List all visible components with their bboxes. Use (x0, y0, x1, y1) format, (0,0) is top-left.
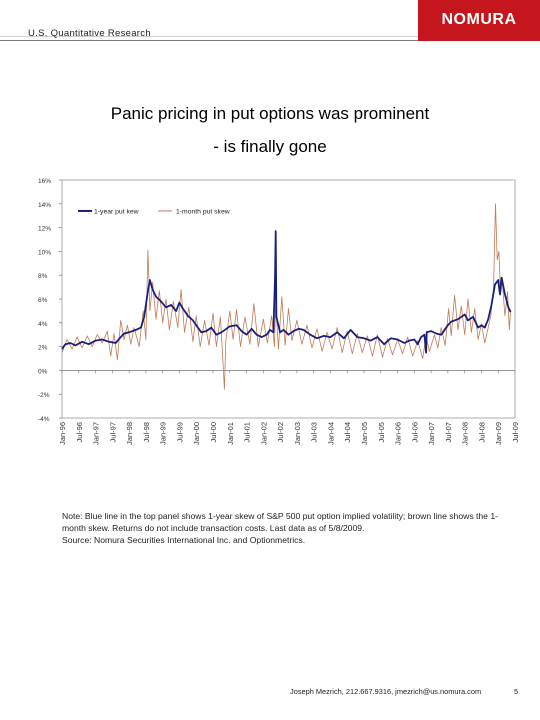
x-tick-label: Jan-08 (461, 422, 470, 445)
section-label: U.S. Quantitative Research (28, 28, 151, 39)
x-tick-label: Jul-96 (75, 422, 84, 442)
x-tick-label: Jan-02 (259, 422, 268, 445)
skew-line-chart: -4% -2% 0% 2% 4% 6% 8% 10% 12% 14% 16% Jan-96 Jul-96… (38, 178, 520, 445)
x-tick-label: Jul-02 (276, 422, 285, 442)
page-number: 5 (514, 687, 519, 696)
legend-label-1y: 1-year put kew (94, 208, 139, 215)
x-tick-label: Jul-06 (410, 422, 419, 442)
plot-frame (61, 179, 516, 419)
x-tick-label: Jan-07 (427, 422, 436, 445)
x-tick-label: Jan-97 (92, 422, 101, 445)
x-tick-label: Jan-04 (326, 422, 335, 445)
y-tick-label: 6% (38, 297, 48, 304)
x-tick-label: Jan-05 (360, 422, 369, 445)
x-tick-label: Jul-01 (243, 422, 252, 442)
y-tick-label: 8% (38, 273, 48, 280)
page-title-line1: Panic pricing in put options was promine… (110, 104, 430, 123)
x-tick-label: Jan-03 (293, 422, 302, 445)
x-tick-label: Jul-09 (511, 422, 520, 442)
series-line-1y-skew (61, 230, 512, 354)
nomura-logo: NOMURA (418, 0, 540, 41)
y-tick-label: 12% (38, 226, 51, 233)
x-tick-label: Jan-98 (125, 422, 134, 445)
footer-contact: Joseph Mezrich, 212.667.9316, jmezrich@u… (290, 687, 482, 696)
y-tick-label: 4% (38, 321, 48, 328)
x-tick-label: Jan-00 (192, 422, 201, 445)
x-tick-label: Jul-04 (343, 422, 352, 442)
x-tick-label: Jul-05 (377, 422, 386, 442)
x-tick-label: Jul-98 (142, 422, 151, 442)
y-tick-label: 14% (38, 202, 51, 209)
header-divider-inner (0, 36, 418, 37)
x-tick-label: Jan-06 (394, 422, 403, 445)
y-tick-label: 2% (38, 345, 48, 352)
logo-text: NOMURA (441, 11, 517, 28)
x-tick-label: Jul-07 (444, 422, 453, 442)
page-title-line2: - is finally gone (213, 137, 327, 156)
x-tick-label: Jan-01 (226, 422, 235, 445)
x-tick-label: Jul-97 (108, 422, 117, 442)
x-tick-label: Jan-96 (58, 422, 67, 445)
x-tick-label: Jan-09 (494, 422, 503, 445)
y-tick-label: -4% (38, 416, 50, 423)
header-divider (0, 40, 540, 41)
series-line-1m-skew (61, 203, 511, 390)
y-tick-label: 0% (38, 368, 48, 375)
y-tick-label: 10% (38, 249, 51, 256)
chart-source: Source: Nomura Securities International … (62, 535, 306, 545)
legend-label-1m: 1-month put skew (176, 208, 230, 215)
x-tick-label: Jul-99 (175, 422, 184, 442)
chart-note: Note: Blue line in the top panel shows 1… (62, 511, 498, 533)
x-tick-label: Jul-03 (310, 422, 319, 442)
x-tick-label: Jan-99 (159, 422, 168, 445)
x-tick-label: Jul-08 (477, 422, 486, 442)
y-tick-label: 16% (38, 178, 51, 185)
x-tick-label: Jul-00 (209, 422, 218, 442)
y-tick-label: -2% (38, 392, 50, 399)
